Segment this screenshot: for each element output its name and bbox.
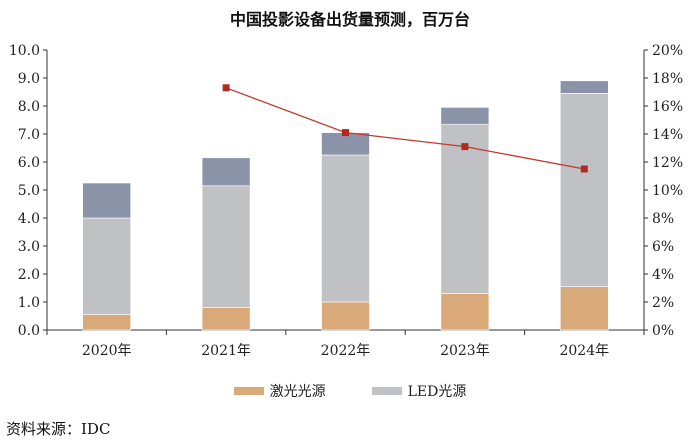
y-left-tick-label: 2.0 [18, 267, 40, 283]
growth-rate-line [225, 87, 585, 170]
x-tick-label: 2024年 [559, 343, 609, 359]
growth-rate-point [580, 165, 588, 173]
y-right-tick-label: 8% [652, 211, 674, 227]
y-left-tick-label: 1.0 [18, 295, 40, 311]
y-right-tick-label: 10% [652, 183, 683, 199]
source-note: 资料来源：IDC [6, 420, 111, 438]
y-right-tick-label: 18% [652, 71, 683, 87]
y-left-tick-label: 5.0 [18, 183, 40, 199]
y-left-tick-label: 8.0 [18, 99, 40, 115]
bar-segment [321, 301, 370, 331]
y-left-tick-label: 0.0 [18, 323, 40, 339]
legend-item-laser: 激光光源 [233, 381, 326, 401]
y-right-tick-label: 20% [652, 43, 683, 59]
y-left-tick-label: 6.0 [18, 155, 40, 171]
legend-swatch-led [371, 387, 402, 395]
y-right-tick-label: 14% [652, 127, 683, 143]
bar-segment [82, 182, 131, 219]
x-tick-label: 2023年 [440, 343, 490, 359]
bar-segment [559, 286, 609, 331]
x-tick-label: 2020年 [82, 343, 132, 359]
y-left-tick-label: 10.0 [9, 43, 40, 59]
legend-swatch-laser [233, 387, 264, 395]
y-right-tick-label: 16% [652, 99, 683, 115]
bar-segment [440, 293, 490, 331]
growth-rate-point [342, 129, 349, 137]
bar-segment [201, 157, 251, 187]
y-left-tick-label: 7.0 [18, 127, 40, 143]
y-right-tick-label: 6% [652, 239, 674, 255]
bar-segment [82, 314, 131, 331]
x-tick-label: 2022年 [321, 343, 371, 359]
y-left-tick-label: 3.0 [18, 239, 40, 255]
y-right-tick-label: 0% [652, 323, 674, 339]
legend-item-led: LED光源 [371, 381, 467, 401]
growth-rate-point [461, 143, 469, 151]
y-right-tick-label: 2% [652, 295, 674, 311]
axis-label-group: 0.0 1.0 2.0 3.0 4.0 5.0 6.0 7.0 8.0 9.0 10.0 0% 2% 4%… [9, 43, 683, 359]
bar-segment [559, 80, 609, 94]
chart-title: 中国投影设备出货量预测，百万台 [229, 10, 470, 29]
bar-group [82, 80, 609, 331]
legend-label-led: LED光源 [407, 384, 467, 400]
bar-segment [82, 217, 131, 315]
y-left-tick-label: 9.0 [18, 71, 40, 87]
growth-rate-point [222, 84, 230, 92]
legend-label-laser: 激光光源 [269, 384, 326, 400]
y-right-tick-label: 12% [652, 155, 683, 171]
bar-segment [440, 107, 490, 125]
legend: 激光光源 LED光源 [0, 381, 700, 401]
y-right-tick-label: 4% [652, 267, 674, 283]
bar-segment [201, 307, 251, 331]
y-left-tick-label: 4.0 [18, 211, 40, 227]
growth-line-group [222, 84, 588, 173]
bar-segment [321, 154, 370, 303]
bar-segment [201, 185, 251, 308]
bar-segment [440, 123, 490, 294]
bar-segment [559, 93, 609, 287]
x-tick-label: 2021年 [201, 343, 251, 359]
chart-plot: 0.0 1.0 2.0 3.0 4.0 5.0 6.0 7.0 8.0 9.0 10.0 0% 2% 4%… [9, 43, 683, 359]
